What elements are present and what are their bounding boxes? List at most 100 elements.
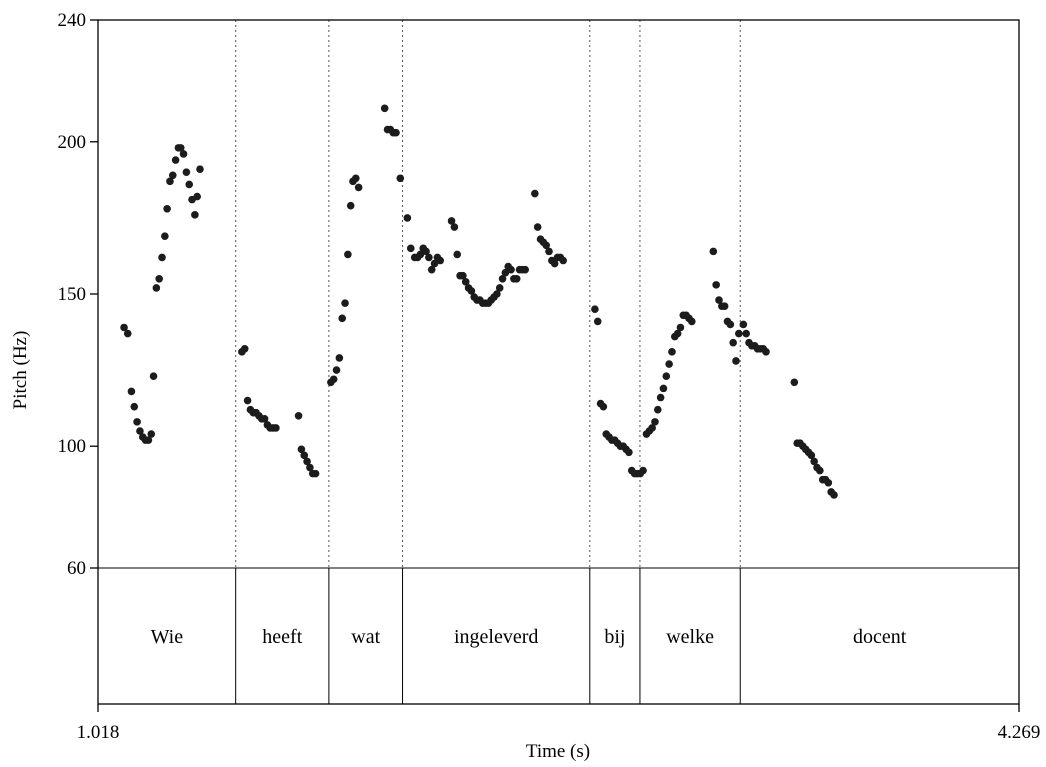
pitch-point [303,457,311,466]
word-label: docent [853,626,907,648]
pitch-point [147,430,156,438]
pitch-point [665,360,673,368]
pitch-point [127,387,136,396]
pitch-point [810,457,818,466]
y-tick-label: 150 [58,284,87,305]
word-label: ingeleverd [454,626,538,648]
pitch-point [729,338,737,347]
pitch-point [346,201,355,210]
pitch-point [161,232,169,240]
pitch-point [133,418,141,426]
pitch-point [240,345,249,353]
pitch-point [495,284,504,292]
x-axis-title: Time (s) [526,741,590,762]
pitch-point [742,329,750,338]
pitch-point [467,287,476,295]
pitch-point [185,180,194,189]
pitch-point [130,402,139,411]
pitch-point [272,424,280,432]
y-tick-label: 100 [58,436,87,457]
pitch-point [545,247,553,256]
pitch-point [152,284,161,292]
y-tick-label: 240 [58,10,87,31]
pitch-point [260,415,269,423]
pitch-point [243,396,252,405]
pitch-point [507,265,515,274]
pitch-point [591,305,599,314]
pitch-point [656,393,665,402]
pitch-point [450,223,459,231]
pitch-point [648,424,656,432]
word-label: wat [351,626,380,648]
pitch-point [422,247,430,256]
pitch-point [171,156,180,164]
pitch-point [531,189,539,198]
pitch-point [196,165,204,173]
pitch-point [720,302,729,310]
pitch-point [416,250,425,259]
pitch-point [155,274,163,283]
pitch-point [406,244,415,253]
pitch-point [498,274,507,283]
pitch-point [392,128,400,137]
pitch-point [739,320,748,329]
pitch-point [332,366,341,374]
pitch-point [176,144,185,152]
pitch-point [300,451,309,460]
y-tick-label: 200 [58,132,87,153]
pitch-point [341,299,349,307]
pitch-point [593,317,602,326]
pitch-point [493,290,501,298]
pitch-point [550,259,559,268]
pitch-point [193,192,201,201]
pitch-point [436,256,445,265]
pitch-point [182,168,191,177]
pitch-point [659,384,668,393]
pitch-point [166,177,174,186]
pitch-point [639,466,647,475]
pitch-point [512,274,521,283]
word-tier: Wie heeft wat ingeleverd bij welke docent [98,567,1019,704]
pitch-point [136,427,144,435]
pitch-point [807,451,816,460]
pitch-point [338,314,347,323]
x-tick-label: 4.269 [998,722,1041,743]
pitch-point [521,265,530,274]
pitch-points [120,104,838,499]
word-label: bij [604,626,625,648]
plot-area [235,20,741,568]
pitch-point [163,204,171,213]
word-label: heeft [262,626,302,648]
pitch-point [168,171,177,180]
pitch-point [715,296,723,304]
pitch-point [144,436,153,444]
axes: 60 100 150 200 240 1.018 4.269 [58,10,1041,743]
pitch-point [354,183,363,192]
pitch-point [762,348,770,356]
y-axis-title: Pitch (Hz) [10,331,31,410]
pitch-point [662,372,671,381]
pitch-point [430,259,439,268]
pitch-point [501,268,510,277]
pitch-point [447,217,456,225]
pitch-point [335,354,344,362]
pitch-point [726,320,735,329]
pitch-point [732,357,740,365]
pitch-point [461,278,470,286]
pitch-point [559,256,567,265]
pitch-point [425,253,433,262]
pitch-point [668,348,676,356]
pitch-point [824,478,833,487]
pitch-point [673,329,682,338]
pitch-point [651,418,659,426]
pitch-point [403,214,412,222]
pitch-point [709,247,718,256]
pitch-point [687,317,696,326]
word-label: Wie [151,626,184,648]
pitch-point [453,250,462,259]
pitch-point [712,281,720,289]
word-label: welke [666,626,714,648]
pitch-point [790,378,799,387]
pitch-point [427,265,436,274]
